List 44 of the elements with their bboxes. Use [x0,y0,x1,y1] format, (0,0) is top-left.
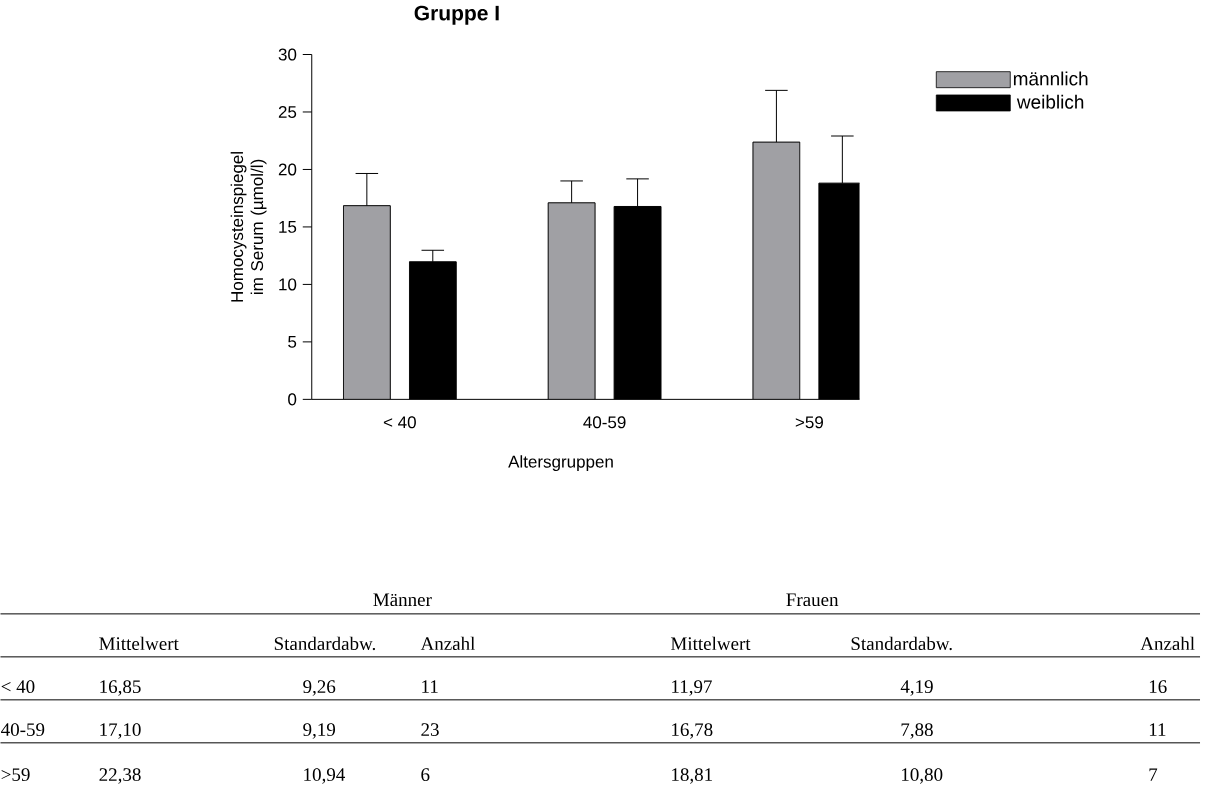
legend-label: männlich [1013,71,1088,86]
text: 11 [1149,723,1166,736]
text: 10,80 [902,768,943,784]
text: 10,94 [304,768,346,784]
text: Mittelwert [670,636,751,651]
y-tick-label: 10 [279,278,297,291]
text: 16,78 [672,723,713,739]
text: Standardabw. [851,636,952,651]
category-label: < 40 [1,680,35,694]
text: 6 [421,768,430,782]
x-axis-title: Altersgruppen [508,455,613,472]
x-tick-label: < 40 [383,416,416,429]
y-tick-label: 30 [278,48,297,61]
category-label: 40-59 [1,723,45,737]
text: Standardabw. [274,636,376,651]
text: Männer [373,593,432,607]
y-tick-label: 15 [279,221,297,233]
text: 16 [1149,680,1167,694]
y-axis-title: Homocysteinspiegel im Serum (µmol/l) [230,152,267,302]
y-tick-label: 5 [288,336,297,348]
text: Frauen [786,593,839,607]
text: 16,85 [100,680,141,696]
chart-title: Gruppe I [414,5,499,25]
text: Mittelwert [99,636,179,651]
x-tick-label: >59 [795,416,823,429]
y-tick-label: 25 [278,106,297,119]
text: Anzahl [1140,636,1195,651]
text: 7 [1149,768,1158,781]
legend-label: weiblich [1016,94,1084,109]
text: 7,88 [901,723,933,739]
category-label: >59 [1,768,30,782]
text: 9,26 [303,680,336,696]
text: 17,10 [100,723,141,739]
y-tick-label: 20 [278,163,297,176]
text: 23 [421,723,439,737]
text: 22,38 [99,768,141,784]
text: 11 [422,680,438,693]
text: Anzahl [420,636,476,651]
text: 9,19 [303,723,336,739]
text: 4,19 [900,680,933,696]
x-tick-label: 40-59 [583,416,626,429]
text: 18,81 [672,768,713,784]
text: 11,97 [672,680,712,696]
y-tick-label: 0 [288,393,297,406]
